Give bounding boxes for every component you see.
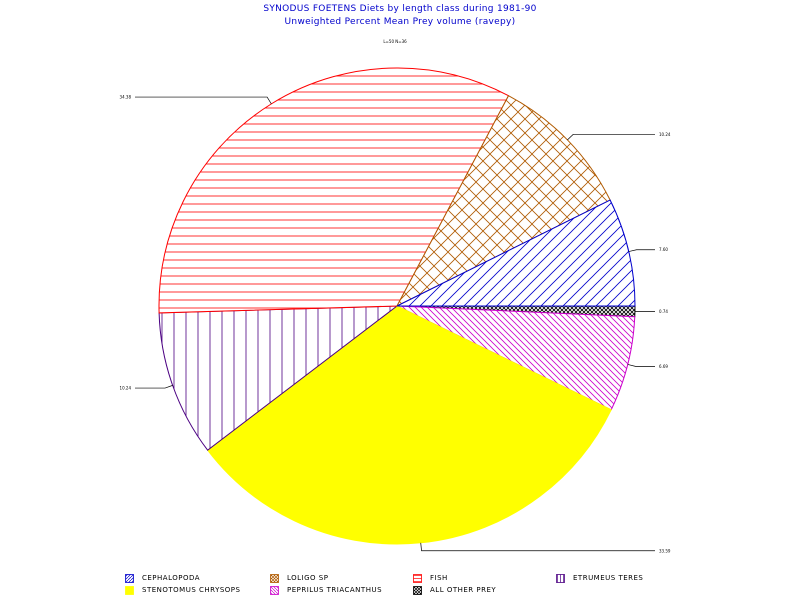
slice-value-label: 10.24	[120, 386, 132, 391]
legend-item-stenotomus-chrysops: STENOTOMUS CHRYSOPS	[125, 585, 240, 595]
legend-swatch	[413, 585, 422, 595]
legend-swatch	[556, 573, 565, 583]
leader-line	[135, 385, 173, 389]
legend-swatch	[125, 573, 134, 583]
legend-item-loligo-sp: LOLIGO SP	[270, 573, 328, 583]
legend-label: STENOTOMUS CHRYSOPS	[142, 586, 241, 594]
slice-value-label: 34.38	[120, 95, 132, 100]
legend-swatch	[413, 573, 422, 583]
leader-line	[420, 542, 655, 552]
pie-slices	[158, 67, 636, 545]
legend-item-fish: FISH	[413, 573, 448, 583]
slice-value-label: 6.69	[659, 364, 668, 369]
pie-slice-etrumeus-teres	[158, 305, 399, 451]
leader-line	[628, 249, 655, 252]
legend-label: CEPHALOPODA	[142, 574, 201, 582]
pie-slice-fish	[158, 67, 510, 314]
legend-label: LOLIGO SP	[287, 574, 329, 582]
legend-swatch	[270, 585, 279, 595]
leader-lines	[135, 96, 655, 552]
slice-labels: 0.74 6.69 33.59 10.24 34.38 10.24 7.60	[120, 95, 671, 554]
chart-subtitle: Unweighted Percent Mean Prey volume (rav…	[284, 17, 516, 27]
legend-label: ALL OTHER PREY	[430, 586, 497, 594]
slice-value-label: 7.60	[659, 247, 668, 252]
legend-item-etrumeus-teres: ETRUMEUS TERES	[556, 573, 643, 583]
legend-label: FISH	[430, 574, 448, 582]
legend-label: PEPRILUS TRIACANTHUS	[287, 586, 383, 594]
panel-label: L=50 N=36	[383, 39, 407, 44]
pie-slice-stenotomus-chrysops	[206, 305, 612, 545]
pie-slice-cephalopoda	[396, 199, 636, 307]
legend: CEPHALOPODA LOLIGO SP FISH ETRUMEUS TERE…	[125, 573, 685, 597]
legend-swatch	[125, 585, 134, 595]
legend-swatch	[270, 573, 279, 583]
leader-line	[135, 96, 272, 105]
slice-value-label: 10.24	[659, 132, 671, 137]
legend-label: ETRUMEUS TERES	[573, 574, 644, 582]
leader-line	[627, 364, 655, 367]
legend-item-cephalopoda: CEPHALOPODA	[125, 573, 200, 583]
legend-item-peprilus-triacanthus: PEPRILUS TRIACANTHUS	[270, 585, 382, 595]
leader-line	[567, 133, 655, 141]
legend-item-all-other-prey: ALL OTHER PREY	[413, 585, 496, 595]
slice-value-label: 0.74	[659, 309, 668, 314]
chart-title: SYNODUS FOETENS Diets by length class du…	[263, 4, 537, 14]
slice-value-label: 33.59	[659, 548, 671, 553]
